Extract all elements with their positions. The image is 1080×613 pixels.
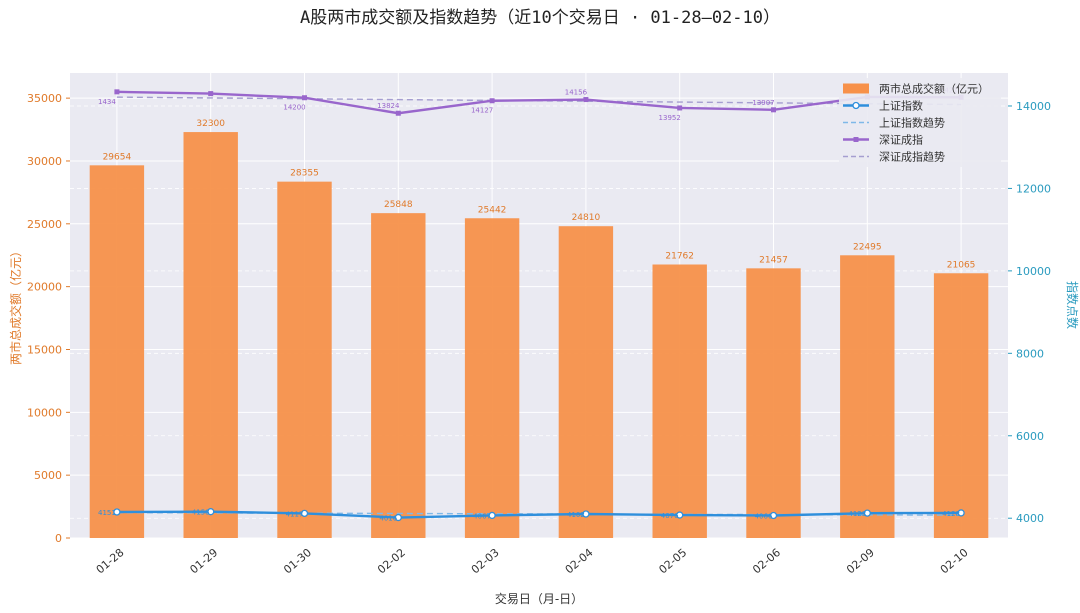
right-tick-label: 14000: [1016, 100, 1051, 113]
bar-value-label: 24810: [572, 213, 601, 223]
point-value-label: 4076: [661, 512, 679, 520]
line-point: [863, 509, 871, 517]
right-tick-label: 4000: [1016, 512, 1044, 525]
bar-value-label: 32300: [196, 119, 225, 129]
left-tick-label: 15000: [27, 343, 62, 356]
bar: [840, 255, 895, 538]
x-tick-label: 01-30: [281, 546, 314, 577]
line-point: [395, 110, 401, 116]
point-value-label: 14200: [283, 104, 305, 112]
line-point: [769, 511, 778, 520]
bar-value-label: 28355: [290, 169, 319, 179]
line-point: [582, 510, 590, 518]
right-axis-label: 指数点数: [1065, 281, 1080, 329]
line-layer: 4151 4158 4117 4016 4067 4102 4076 4066 4123 4128…: [98, 86, 965, 523]
line-point: [583, 97, 589, 103]
bar: [933, 273, 989, 538]
line-point: [957, 509, 965, 517]
left-tick-label: 25000: [27, 218, 62, 231]
point-value-label: 1434: [98, 98, 116, 106]
bar-value-label: 25442: [478, 205, 507, 215]
bar-value-label: 21457: [759, 255, 788, 265]
line-point: [208, 91, 214, 97]
point-value-label: 4102: [567, 511, 585, 519]
point-value-label: 14156: [565, 89, 588, 97]
left-tick-label: 10000: [27, 406, 62, 419]
point-value-label: 4158: [192, 509, 210, 517]
left-tick-label: 0: [55, 532, 62, 545]
line-point: [677, 105, 683, 111]
bar: [277, 181, 332, 539]
bar: [183, 132, 238, 538]
line-point: [771, 107, 776, 113]
bar: [652, 264, 707, 538]
x-tick-label: 01-28: [94, 546, 127, 577]
x-tick-label: 02-04: [563, 546, 596, 577]
x-tick-label: 02-06: [750, 546, 783, 577]
bar: [746, 268, 801, 538]
point-value-label: 13824: [377, 102, 400, 110]
x-tick-label: 02-10: [938, 546, 971, 577]
point-value-label: 4117: [286, 510, 304, 518]
legend-marker: [852, 101, 860, 110]
point-value-label: 4016: [379, 515, 397, 523]
point-value-label: 13952: [659, 114, 681, 122]
legend-marker: [853, 137, 859, 142]
legend-label: 两市总成交额（亿元）: [879, 82, 989, 96]
series-line: [116, 510, 962, 519]
line-point: [113, 508, 121, 516]
point-value-label: 4067: [473, 512, 491, 520]
right-tick-label: 8000: [1016, 347, 1044, 360]
legend-label: 深证成指: [879, 133, 923, 147]
point-value-label: 4128: [942, 510, 960, 518]
x-axis-label: 交易日（月-日）: [495, 591, 583, 606]
bar: [89, 165, 145, 538]
line-point: [676, 511, 684, 519]
right-tick-label: 12000: [1016, 182, 1051, 195]
x-tick-label: 02-05: [656, 546, 689, 577]
legend-label: 上证指数趋势: [879, 116, 945, 130]
line-point: [114, 89, 120, 95]
point-value-label: 14127: [471, 107, 493, 115]
bar: [464, 218, 520, 538]
x-tick-label: 02-02: [375, 546, 408, 577]
line-point: [394, 513, 402, 522]
legend-swatch: [843, 83, 869, 94]
point-value-label: 4151: [98, 509, 116, 517]
left-tick-label: 5000: [34, 469, 62, 482]
x-tick-label: 02-09: [844, 546, 877, 577]
series-line: [116, 90, 962, 115]
bar-value-label: 21065: [947, 260, 976, 270]
bar-value-label: 21762: [665, 252, 694, 262]
point-value-label: 4123: [848, 510, 866, 518]
x-tick-label: 02-03: [469, 546, 502, 577]
bar: [371, 213, 426, 539]
left-tick-label: 30000: [27, 155, 62, 168]
legend-label: 深证成指趋势: [879, 150, 945, 164]
x-tick-label: 01-29: [187, 546, 220, 577]
left-axis-label: 两市总成交额（亿元）: [8, 245, 23, 365]
left-tick-label: 35000: [27, 92, 62, 105]
right-tick-label: 10000: [1016, 265, 1051, 278]
legend-label: 上证指数: [879, 99, 923, 113]
point-value-label: 4066: [755, 512, 773, 520]
bar-value-label: 29654: [103, 152, 132, 162]
bar: [558, 226, 614, 538]
right-tick-label: 6000: [1016, 430, 1044, 443]
chart-title: A股两市成交额及指数趋势（近10个交易日 · 01-28—02-10）: [300, 8, 780, 28]
line-point: [488, 511, 496, 520]
line-point: [302, 95, 307, 101]
left-tick-label: 20000: [27, 281, 62, 294]
bar-layer: 29654 32300 28355 25848 25442 24810 21762 21457…: [89, 119, 989, 539]
line-point: [207, 508, 215, 516]
point-value-label: 13907: [752, 99, 774, 107]
line-point: [489, 98, 495, 104]
bar-value-label: 25848: [384, 200, 413, 210]
bar-value-label: 22495: [853, 242, 882, 252]
line-point: [300, 509, 309, 518]
